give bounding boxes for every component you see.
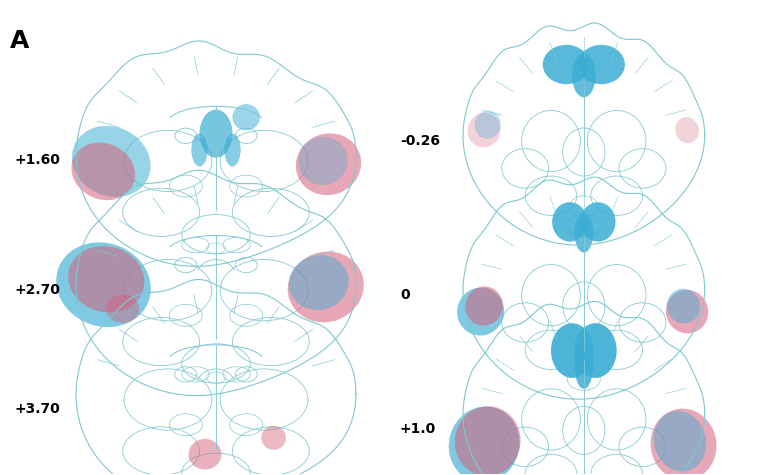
Ellipse shape xyxy=(296,133,361,195)
Text: +1.0: +1.0 xyxy=(400,422,436,436)
Ellipse shape xyxy=(666,290,709,333)
Ellipse shape xyxy=(72,126,150,197)
Text: A: A xyxy=(10,29,29,53)
Ellipse shape xyxy=(578,45,625,84)
Ellipse shape xyxy=(288,251,364,323)
Ellipse shape xyxy=(654,411,706,472)
Ellipse shape xyxy=(261,426,286,450)
Ellipse shape xyxy=(298,137,348,185)
Ellipse shape xyxy=(572,54,595,97)
Ellipse shape xyxy=(551,323,593,378)
Ellipse shape xyxy=(200,110,233,158)
Text: -0.26: -0.26 xyxy=(400,133,440,148)
Text: 0: 0 xyxy=(400,288,409,302)
Ellipse shape xyxy=(574,323,617,378)
Ellipse shape xyxy=(457,287,504,335)
Ellipse shape xyxy=(191,133,207,166)
Ellipse shape xyxy=(56,242,151,327)
Ellipse shape xyxy=(675,117,699,143)
Ellipse shape xyxy=(233,104,260,130)
Ellipse shape xyxy=(224,133,241,166)
Ellipse shape xyxy=(543,45,590,84)
Ellipse shape xyxy=(581,202,615,242)
Ellipse shape xyxy=(465,286,503,326)
Ellipse shape xyxy=(651,408,716,475)
Ellipse shape xyxy=(467,113,500,148)
Ellipse shape xyxy=(189,439,221,469)
Text: +3.70: +3.70 xyxy=(14,402,60,416)
Ellipse shape xyxy=(475,111,500,139)
Ellipse shape xyxy=(667,289,700,323)
Ellipse shape xyxy=(552,202,588,242)
Ellipse shape xyxy=(289,255,349,310)
Ellipse shape xyxy=(106,294,140,323)
Ellipse shape xyxy=(72,142,135,200)
Text: +1.60: +1.60 xyxy=(14,153,60,168)
Ellipse shape xyxy=(574,341,593,389)
Ellipse shape xyxy=(455,407,520,475)
Ellipse shape xyxy=(449,407,520,475)
Ellipse shape xyxy=(68,246,144,313)
Text: +2.70: +2.70 xyxy=(14,283,60,297)
Ellipse shape xyxy=(574,213,593,253)
